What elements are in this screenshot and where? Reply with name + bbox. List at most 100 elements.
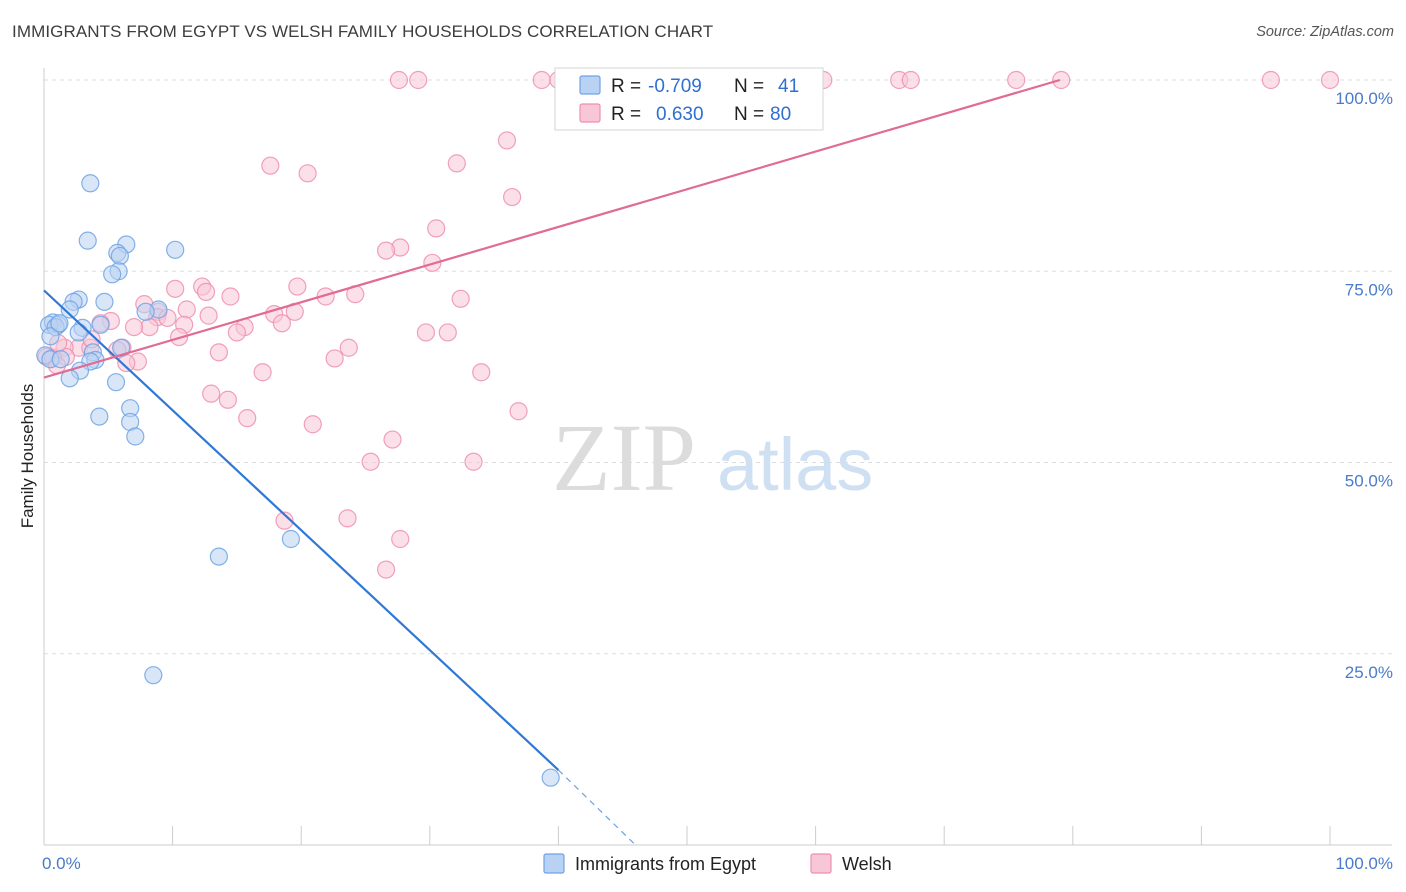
welsh-point-1 (409, 70, 428, 90)
egypt-point-40 (50, 314, 69, 333)
legend: Immigrants from Egypt Welsh (543, 853, 892, 874)
welsh-point-0 (389, 70, 409, 90)
egypt-point-31 (106, 373, 126, 392)
y-tick-label-100: 100.0% (1335, 89, 1393, 108)
welsh-point-66 (218, 390, 237, 409)
egypt-point-16 (91, 315, 110, 334)
egypt-point-13 (136, 302, 155, 321)
welsh-point-70 (383, 430, 402, 449)
welsh-point-14 (497, 131, 517, 150)
egypt-trend-extension (557, 769, 636, 846)
y-tick-labels: 25.0% 50.0% 75.0% 100.0% (1335, 89, 1393, 682)
welsh-point-69 (303, 415, 322, 434)
egypt-trend-line (43, 289, 560, 771)
stats-swatch-welsh (579, 103, 601, 123)
welsh-point-11 (1052, 70, 1071, 90)
egypt-point-5 (110, 246, 129, 266)
welsh-point-43 (124, 317, 144, 337)
egypt-point-35 (126, 427, 145, 446)
welsh-point-28 (221, 287, 240, 306)
gridlines (44, 79, 1392, 655)
welsh-point-21 (376, 241, 396, 260)
egypt-point-0 (81, 174, 100, 193)
stats-n-value-welsh: 80 (770, 104, 791, 125)
welsh-point-71 (361, 452, 380, 471)
welsh-point-68 (238, 409, 257, 428)
welsh-point-26 (196, 282, 216, 302)
egypt-point-38 (144, 666, 163, 685)
stats-r-label-egypt: R = (611, 76, 641, 97)
welsh-point-46 (416, 323, 436, 342)
egypt-point-26 (51, 350, 70, 369)
axes (43, 68, 1392, 846)
stats-r-label-welsh: R = (611, 104, 641, 125)
welsh-point-75 (391, 529, 410, 549)
welsh-point-18 (503, 187, 522, 207)
watermark: ZIP atlas (552, 404, 873, 511)
stats-box: R = -0.709 N = 41 R = 0.630 N = 80 (554, 67, 824, 131)
y-tick-label-75: 75.0% (1345, 280, 1393, 299)
welsh-point-55 (209, 343, 228, 362)
egypt-point-3 (166, 240, 185, 259)
welsh-point-59 (325, 349, 344, 368)
egypt-point-1 (78, 231, 97, 250)
welsh-point-17 (298, 164, 317, 183)
stats-n-label-welsh: N = (734, 104, 764, 125)
welsh-point-12 (1261, 70, 1280, 90)
x-ticks (172, 826, 1331, 845)
legend-swatch-egypt[interactable] (543, 853, 565, 874)
welsh-point-45 (227, 323, 246, 342)
stats-r-value-egypt: -0.709 (648, 76, 702, 97)
welsh-point-13 (1320, 70, 1340, 90)
welsh-point-40 (272, 314, 292, 333)
welsh-point-10 (1007, 70, 1026, 90)
stats-r-value-welsh: 0.630 (656, 104, 704, 125)
y-axis-label: Family Households (18, 384, 37, 529)
welsh-point-19 (427, 219, 446, 238)
egypt-point-7 (103, 265, 122, 284)
stats-n-label-egypt: N = (734, 76, 764, 97)
welsh-point-67 (509, 402, 528, 421)
welsh-point-16 (261, 156, 280, 175)
y-tick-label-25: 25.0% (1345, 663, 1393, 682)
welsh-point-63 (253, 363, 272, 382)
source-credit: Source: ZipAtlas.com (1256, 24, 1394, 40)
egypt-point-20 (69, 323, 88, 342)
legend-swatch-welsh[interactable] (810, 853, 832, 874)
chart-title: IMMIGRANTS FROM EGYPT VS WELSH FAMILY HO… (12, 22, 714, 41)
welsh-point-15 (447, 154, 466, 173)
welsh-point-65 (202, 384, 221, 403)
welsh-point-64 (472, 363, 491, 382)
legend-label-welsh[interactable]: Welsh (842, 854, 892, 874)
welsh-point-24 (288, 277, 307, 296)
welsh-point-72 (464, 452, 483, 471)
y-tick-label-50: 50.0% (1345, 472, 1393, 491)
x-tick-label-min: 0.0% (42, 854, 81, 873)
welsh-point-32 (177, 300, 196, 319)
welsh-point-74 (275, 511, 294, 530)
egypt-point-11 (60, 300, 79, 319)
welsh-point-42 (140, 317, 159, 337)
welsh-point-30 (451, 289, 470, 308)
x-tick-label-max: 100.0% (1335, 854, 1393, 873)
egypt-point-21 (41, 327, 60, 346)
stats-swatch-egypt (579, 75, 601, 95)
welsh-point-2 (532, 70, 551, 90)
trend-lines (43, 78, 1061, 846)
egypt-point-36 (281, 529, 301, 549)
welsh-point-54 (339, 338, 358, 357)
legend-label-egypt[interactable]: Immigrants from Egypt (575, 854, 756, 874)
egypt-points (36, 174, 560, 787)
egypt-point-10 (95, 292, 114, 311)
egypt-point-22 (112, 338, 131, 357)
welsh-point-36 (199, 306, 218, 325)
egypt-point-39 (541, 768, 560, 787)
stats-n-value-egypt: 41 (778, 76, 799, 97)
welsh-point-9 (901, 70, 920, 90)
watermark-atlas: atlas (717, 423, 873, 506)
egypt-point-37 (209, 547, 228, 566)
welsh-point-73 (338, 509, 357, 528)
welsh-point-25 (166, 279, 185, 298)
welsh-point-76 (376, 560, 396, 579)
